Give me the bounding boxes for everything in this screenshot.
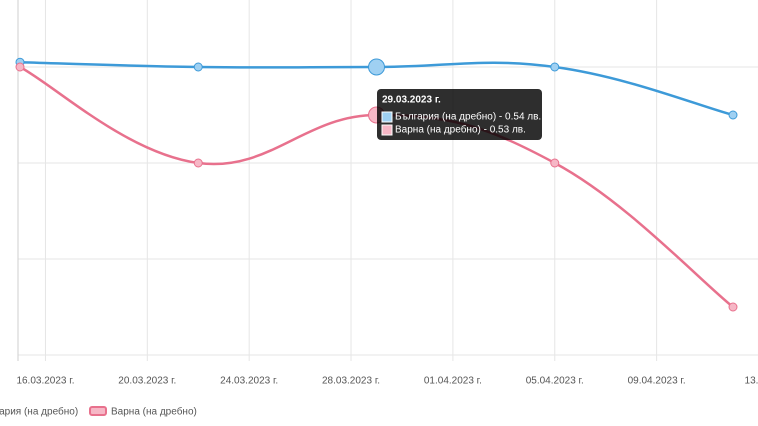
x-tick-label: 05.04.2023 г. [526, 376, 584, 387]
x-tick-label: 01.04.2023 г. [424, 376, 482, 387]
x-tick-label: 24.03.2023 г. [220, 376, 278, 387]
tooltip-swatch [381, 111, 393, 123]
x-tick-label: 09.04.2023 г. [628, 376, 686, 387]
tooltip-line: България (на дребно) - 0.54 лв. [395, 111, 541, 123]
x-tick-label: 16.03.2023 г. [16, 376, 74, 387]
data-point [193, 62, 203, 72]
legend-swatch [89, 406, 107, 416]
data-point [193, 158, 203, 168]
x-tick-label: 20.03.2023 г. [118, 376, 176, 387]
tooltip-box [377, 89, 542, 140]
tooltip-swatch [381, 124, 393, 136]
data-point [368, 58, 385, 76]
legend-label: Варна (на дребно) [111, 406, 197, 418]
data-point [550, 158, 560, 168]
grid: 16.03.2023 г. 20.03.2023 г. 24.03.2023 г. 2… [16, 0, 758, 387]
x-tick-label: 13.04. [745, 376, 758, 387]
data-point [550, 62, 560, 72]
x-tick-label: 28.03.2023 г. [322, 376, 380, 387]
legend-label: България (на дребно) [0, 406, 78, 418]
data-point [728, 302, 738, 312]
tooltip: 29.03.2023 г. България (на дребно) - 0.54… [377, 89, 542, 140]
data-point [15, 62, 25, 72]
series-line [19, 65, 734, 308]
legend: България (на дребно) Варна (на дребно) [0, 406, 197, 418]
lines [15, 57, 738, 312]
tooltip-line: Варна (на дребно) - 0.53 лв. [395, 124, 526, 136]
data-point [728, 110, 738, 120]
tooltip-title: 29.03.2023 г. [382, 95, 441, 106]
